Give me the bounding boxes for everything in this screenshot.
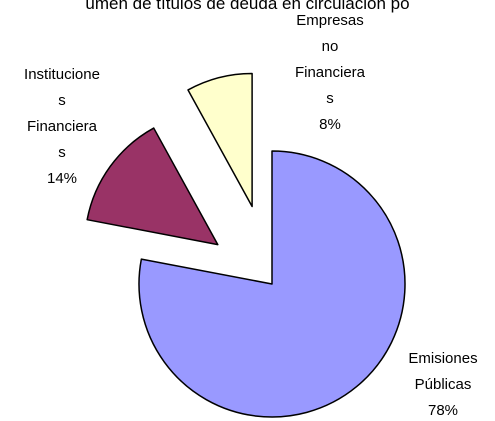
value-label: 8%	[319, 116, 341, 133]
pie-slice	[187, 72, 253, 208]
slice-label: Empresas no Financieras 8%	[292, 8, 368, 138]
slice-label: Instituciones Financieras 14%	[24, 62, 100, 192]
pie-slice	[86, 127, 219, 246]
chart-title: umen de títulos de deuda en circulación …	[85, 0, 410, 13]
category-label: Empresas no Financieras	[294, 12, 366, 107]
category-label: Instituciones Financieras	[24, 66, 100, 161]
pie-slice	[138, 150, 406, 418]
category-label: Emisiones Públicas	[408, 350, 478, 393]
value-label: 14%	[46, 170, 78, 187]
value-label: 78%	[427, 402, 459, 419]
slice-label: Emisiones Públicas 78%	[405, 346, 481, 421]
